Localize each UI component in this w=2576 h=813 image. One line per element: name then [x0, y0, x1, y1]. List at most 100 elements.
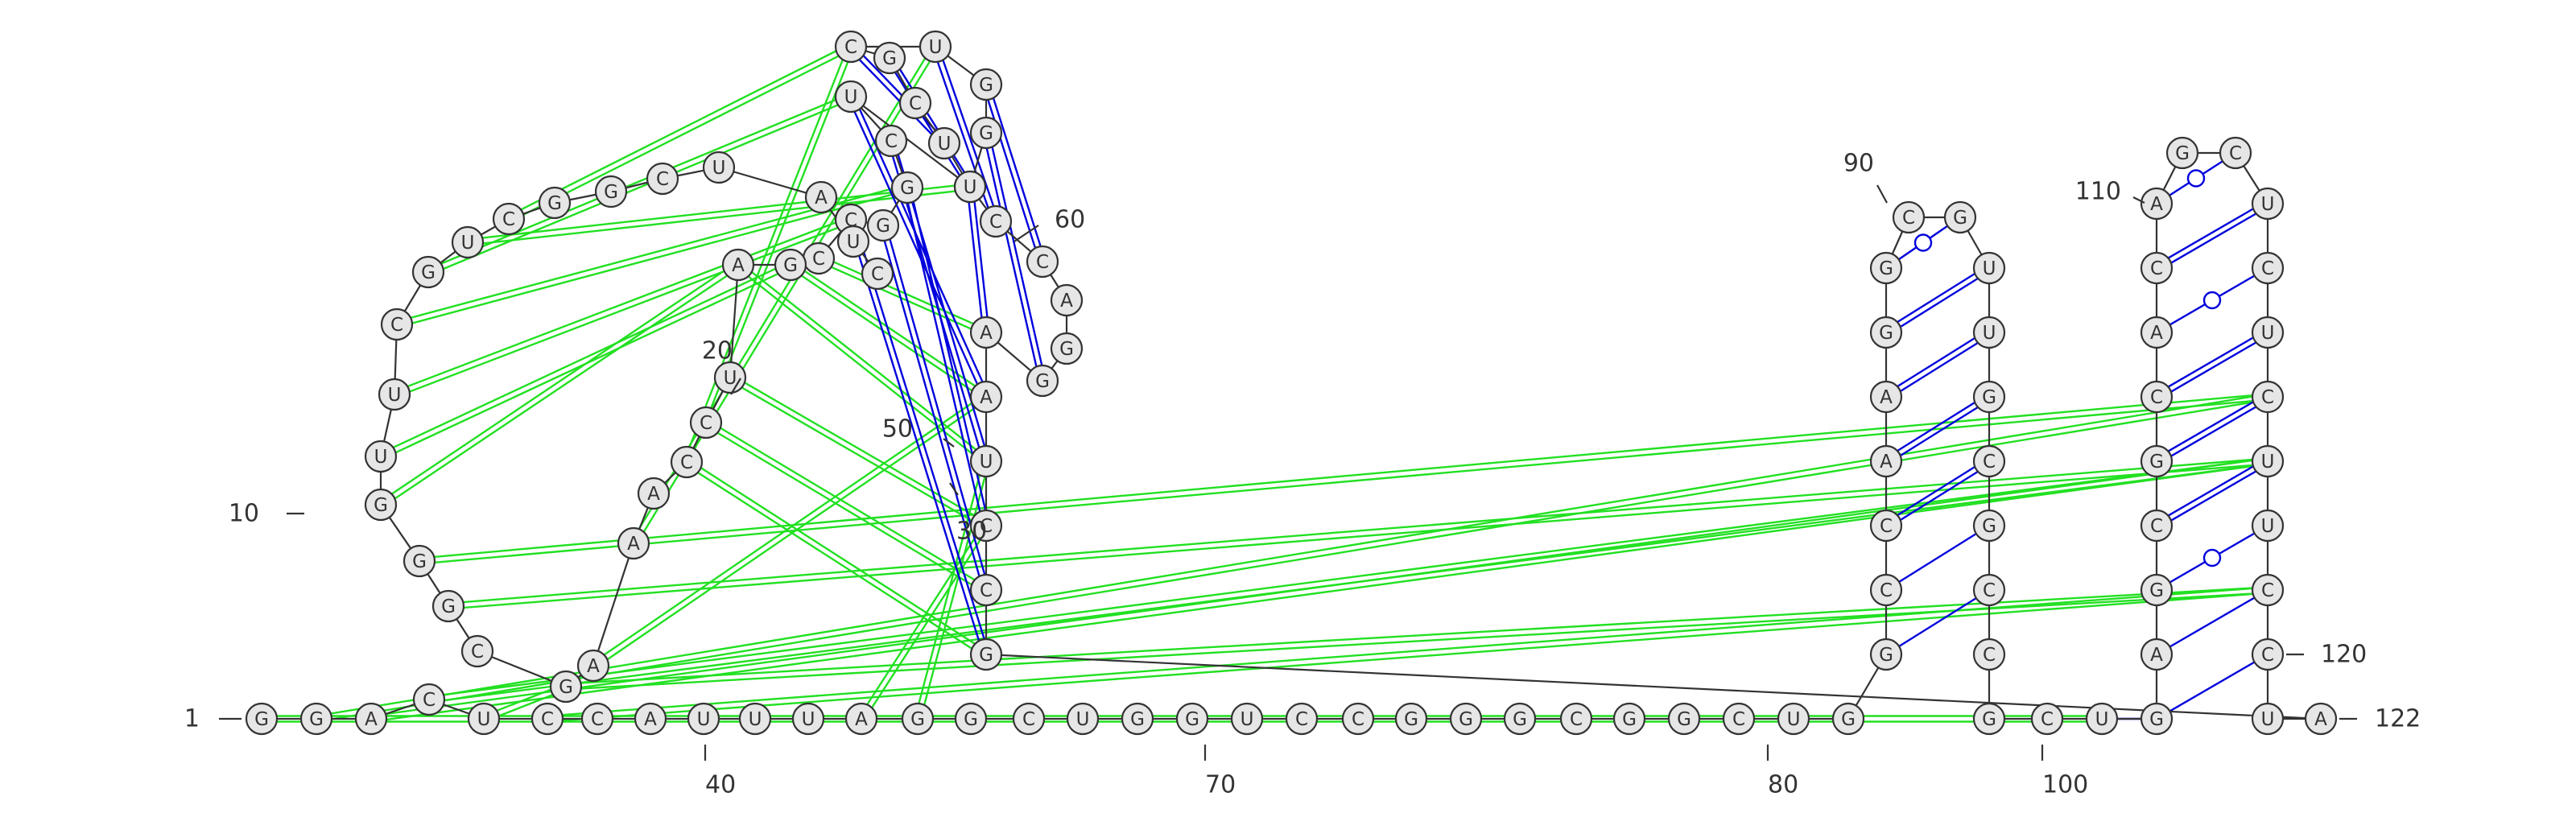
nucleotide-letter: C	[656, 169, 669, 190]
nucleotide-letter: U	[2261, 323, 2275, 344]
nucleotide-circle	[738, 702, 772, 736]
nucleotide-letter: C	[1983, 645, 1996, 666]
nucleotide: G	[245, 702, 279, 736]
nucleotide-circle	[492, 202, 526, 236]
nucleotide-letter: C	[2229, 143, 2242, 164]
nucleotide: C	[492, 202, 526, 236]
nucleotide-circle	[1869, 251, 1903, 285]
pseudoknot-line	[371, 463, 2268, 723]
nucleotide-letter: G	[882, 48, 897, 69]
nucleotide-circle	[2251, 573, 2285, 607]
nucleotide-circle	[1972, 702, 2006, 736]
nucleotide-letter: U	[844, 87, 858, 108]
pseudoknot-line	[565, 586, 2268, 685]
nucleotide-letter: A	[365, 709, 378, 730]
nucleotide: G	[2140, 702, 2174, 736]
nucleotide-circle	[774, 248, 807, 282]
nucleotide-letter: U	[1787, 709, 1801, 730]
nucleotide-circle	[2140, 638, 2174, 671]
nucleotide: G	[1869, 638, 1903, 671]
nucleotide: A	[721, 248, 755, 282]
nucleotide-letter: U	[964, 177, 977, 198]
nucleotide-letter: G	[1982, 516, 1996, 537]
base-pair-line	[1887, 398, 1992, 464]
nucleotide: A	[844, 702, 878, 736]
base-pair-line	[848, 47, 943, 147]
nucleotide-letter: C	[1022, 709, 1035, 730]
nucleotide-letter: G	[1879, 645, 1893, 666]
pseudoknot-line	[316, 393, 2268, 717]
nucleotide-circle	[1341, 702, 1375, 736]
nucleotide: A	[1050, 283, 1084, 317]
nucleotide-circle	[1012, 702, 1046, 736]
nucleotide: G	[1972, 509, 2006, 543]
nucleotide-circle	[2251, 638, 2285, 671]
nucleotide: C	[1026, 245, 1059, 279]
nucleotide: A	[804, 180, 838, 214]
nucleotide-letter: A	[1880, 387, 1893, 408]
nucleotide-circle	[576, 649, 610, 683]
nucleotide: C	[1972, 638, 2006, 671]
nucleotide-circle	[1869, 638, 1903, 671]
nucleotide: C	[530, 702, 564, 736]
nucleotide: C	[689, 406, 723, 440]
nucleotide-circle	[530, 702, 564, 736]
nucleotide: G	[2140, 444, 2174, 478]
nucleotide-letter: C	[541, 709, 554, 730]
nucleotide-circle	[2140, 573, 2174, 607]
nucleotide: U	[364, 440, 398, 473]
nucleotide-letter: U	[929, 37, 943, 58]
nucleotide-circle	[580, 702, 614, 736]
nucleotide: C	[2251, 573, 2285, 607]
nucleotide: U	[791, 702, 825, 736]
nucleotide-letter: C	[2261, 580, 2274, 601]
nucleotide: U	[1066, 702, 1100, 736]
nucleotide: G	[299, 702, 333, 736]
numbering-label: 90	[1843, 150, 1874, 178]
nucleotide-letter: G	[876, 216, 890, 237]
nucleotide: U	[2251, 187, 2285, 221]
nucleotide: U	[702, 151, 736, 184]
nucleotide-circle	[1943, 200, 1977, 234]
nucleotide: G	[1943, 200, 1977, 234]
nucleotide-circle	[2304, 702, 2338, 736]
nucleotide-letter: G	[1841, 709, 1856, 730]
nucleotide-letter: U	[2261, 709, 2275, 730]
nucleotide-letter: C	[844, 37, 857, 58]
base-pair-line	[2157, 204, 2270, 272]
base-pair-line	[982, 85, 1041, 263]
nucleotide: C	[412, 683, 446, 716]
base-pair-line	[2156, 588, 2268, 656]
wobble-pair-marker	[1913, 233, 1933, 252]
nucleotide-circle	[1869, 316, 1903, 349]
nucleotide-letter: C	[2150, 258, 2163, 279]
nucleotide-letter: C	[909, 93, 922, 114]
nucleotide: C	[580, 702, 614, 736]
nucleotide: U	[2251, 444, 2285, 478]
numbering-tick	[1876, 184, 1888, 204]
nucleotide: C	[874, 124, 908, 158]
nucleotide-letter: G	[2149, 452, 2164, 473]
nucleotide: U	[738, 702, 772, 736]
nucleotide-letter: U	[712, 158, 726, 179]
nucleotide-circle	[969, 68, 1003, 101]
nucleotide-circle	[594, 175, 628, 208]
nucleotide: C	[2140, 251, 2174, 285]
nucleotide: C	[1012, 702, 1046, 736]
nucleotide-letter: U	[749, 709, 762, 730]
numbering-label: 80	[1768, 771, 1798, 799]
nucleotide: G	[1175, 702, 1209, 736]
nucleotide-circle	[1285, 702, 1319, 736]
numbering-tick	[949, 482, 959, 496]
pseudoknot-line	[728, 378, 985, 530]
nucleotide-letter: G	[604, 182, 618, 203]
nucleotide-circle	[431, 589, 465, 623]
nucleotide-letter: A	[627, 534, 640, 555]
nucleotide-circle	[969, 116, 1003, 150]
nucleotide: A	[2140, 638, 2174, 671]
nucleotide-circle	[378, 378, 411, 411]
numbering-label: 30	[956, 518, 987, 546]
nucleotide-letter: C	[1880, 580, 1893, 601]
nucleotide-letter: G	[309, 709, 324, 730]
